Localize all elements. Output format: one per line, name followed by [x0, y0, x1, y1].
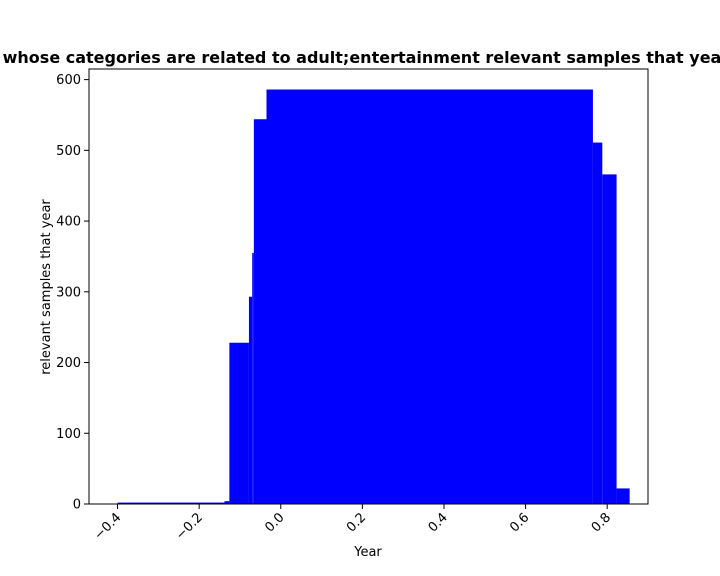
x-tick-label: 0.6	[507, 510, 532, 535]
x-axis-ticks: −0.4 −0.2 0.0 0.2 0.4 0.6 0.8	[91, 504, 614, 543]
x-tick-label: −0.4	[91, 510, 124, 543]
bar-8	[602, 174, 617, 504]
bar-2	[229, 342, 249, 504]
bar-1	[224, 501, 230, 504]
y-tick-label: 200	[56, 356, 81, 371]
x-tick-label: 0.8	[589, 510, 614, 535]
bar-5	[253, 119, 267, 504]
bar-4	[252, 252, 254, 504]
y-axis-ticks: 0 100 200 300 400 500 600	[56, 73, 89, 513]
chart-title: Number of apks whose categories are rela…	[0, 48, 720, 67]
bar-7	[592, 142, 603, 504]
plot-frame	[88, 68, 649, 505]
x-axis-label: Year	[353, 545, 382, 560]
x-tick-label: 0.4	[426, 510, 451, 535]
y-tick-label: 400	[56, 215, 81, 230]
y-axis-label: relevant samples that year	[39, 199, 54, 375]
y-tick-label: 600	[56, 73, 81, 88]
x-tick-label: 0.2	[344, 510, 369, 535]
y-tick-label: 0	[73, 498, 81, 513]
bar-6	[266, 89, 593, 504]
bars	[117, 89, 630, 504]
y-tick-label: 100	[56, 427, 81, 442]
bar-0	[117, 502, 225, 504]
y-tick-label: 500	[56, 144, 81, 159]
y-tick-label: 300	[56, 285, 81, 300]
bar-9	[616, 488, 630, 504]
x-tick-label: 0.0	[262, 510, 287, 535]
x-tick-label: −0.2	[173, 510, 206, 543]
bar-3	[248, 296, 253, 504]
